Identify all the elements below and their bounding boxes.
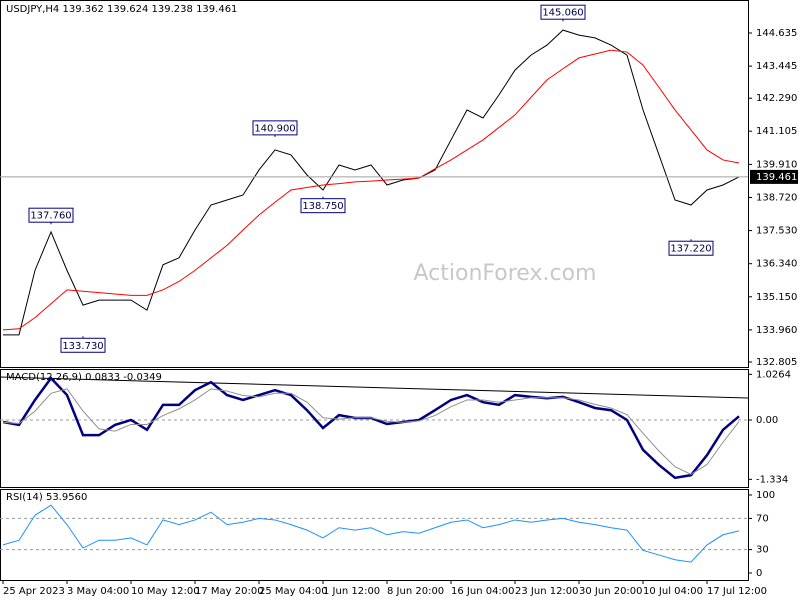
annotation-label: 140.900 [254,123,295,134]
y-tick-label: 136.340 [756,259,797,270]
y-tick-label: 144.635 [756,28,797,39]
price-panel [0,0,749,368]
annotation-label: 137.760 [30,211,71,222]
last-price-box [750,169,798,184]
y-tick-label: 100 [756,490,775,501]
annotation-label: 138.750 [302,201,343,212]
x-tick-label: 16 Jun 04:00 [451,586,515,597]
annotation-box [28,207,74,223]
annotation-box [668,240,714,256]
chart-title: USDJPY,H4 139.362 139.624 139.238 139.46… [6,4,237,15]
annotation-label: 145.060 [542,8,583,19]
y-tick-label: 0.00 [756,415,778,426]
y-tick-label: 1.0264 [756,369,791,380]
annotation-box [300,198,346,214]
series-line [2,49,740,331]
x-tick-label: 25 Apr 2023 [3,586,65,597]
y-tick-label: 139.910 [756,159,797,170]
y-tick-label: 142.290 [756,93,797,104]
annotation-box [252,120,298,136]
y-tick-label: 143.445 [756,61,797,72]
annotation-label: 133.730 [62,341,103,352]
trend-line [0,376,749,399]
macd-panel [0,369,749,488]
y-tick-label: 0 [756,568,762,579]
x-tick-label: 10 Jul 04:00 [643,586,703,597]
rsi-panel [0,489,749,581]
x-tick-label: 8 Jun 20:00 [387,586,444,597]
rsi-title: RSI(14) 53.9560 [6,492,87,503]
y-tick-label: 70 [756,513,769,524]
y-tick-label: 137.530 [756,226,797,237]
y-tick-label: 138.720 [756,193,797,204]
series-line [2,388,740,475]
x-tick-label: 17 Jul 12:00 [707,586,767,597]
series-line [2,504,740,563]
series-line [3,29,740,336]
y-tick-label: 30 [756,545,769,556]
watermark: ActionForex.com [414,261,597,286]
y-tick-label: 135.150 [756,292,797,303]
x-tick-label: 1 Jun 12:00 [323,586,380,597]
x-tick-label: 10 May 12:00 [131,586,200,597]
x-tick-label: 17 May 20:00 [195,586,264,597]
x-tick-label: 25 May 04:00 [259,586,328,597]
annotation-box [60,337,106,353]
annotation-label: 137.220 [670,244,711,255]
x-tick-label: 23 Jun 12:00 [515,586,579,597]
macd-title: MACD(12,26,9) 0.0833 -0.0349 [6,372,162,383]
y-tick-label: -1.334 [756,474,788,485]
x-tick-label: 30 Jun 20:00 [579,586,643,597]
y-tick-label: 132.805 [756,357,797,368]
annotation-box [540,4,586,20]
y-tick-label: 133.960 [756,325,797,336]
y-tick-label: 141.105 [756,126,797,137]
x-tick-label: 3 May 04:00 [67,586,129,597]
last-price-label: 139.461 [756,172,797,183]
